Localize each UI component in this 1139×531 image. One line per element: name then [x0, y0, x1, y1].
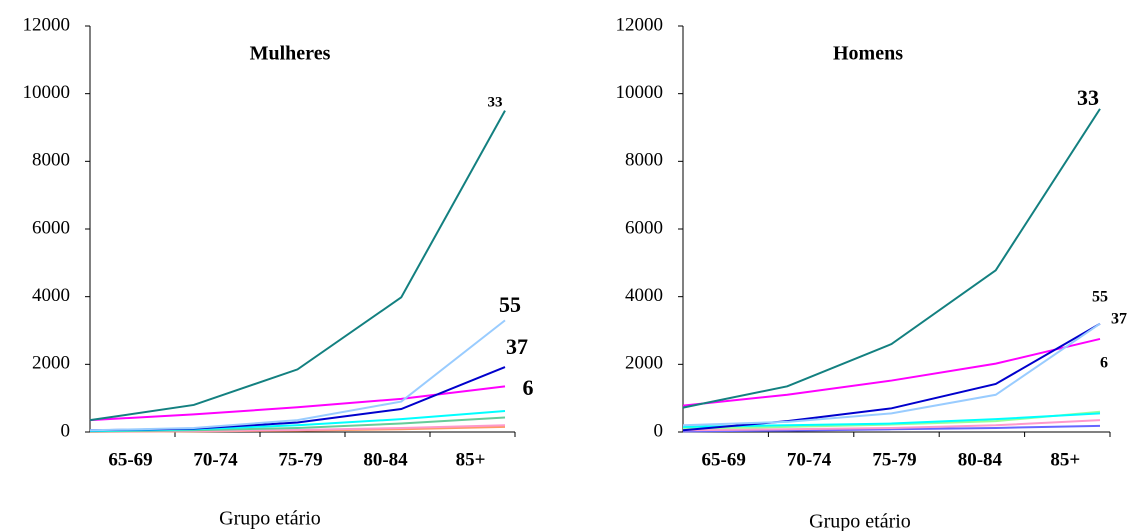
line-series [682, 424, 1101, 433]
x-axis-label: Grupo etário [809, 511, 911, 531]
y-tick-label: 12000 [23, 14, 71, 35]
y-tick-label: 0 [654, 420, 664, 441]
x-tick-label: 80-84 [363, 449, 408, 470]
line-series [682, 322, 1101, 427]
series-label: 33 [1077, 85, 1099, 110]
series-label: 6 [1100, 355, 1108, 372]
x-tick-label: 80-84 [958, 449, 1003, 470]
x-tick-label: 65-69 [702, 449, 746, 470]
series-label: 33 [488, 94, 503, 110]
x-axis-label: Grupo etário [219, 508, 321, 530]
y-tick-label: 6000 [32, 217, 70, 238]
x-tick-label: 85+ [1050, 449, 1080, 470]
y-tick-label: 8000 [32, 150, 70, 171]
y-tick-label: 10000 [23, 82, 71, 103]
series-label: 55 [499, 292, 521, 317]
x-tick-label: 85+ [456, 449, 486, 470]
y-tick-label: 6000 [625, 217, 663, 238]
x-tick-label: 75-79 [278, 449, 322, 470]
y-tick-label: 0 [61, 420, 71, 441]
series-label: 6 [523, 375, 534, 400]
x-tick-label: 70-74 [787, 449, 832, 470]
y-tick-label: 4000 [32, 285, 70, 306]
line-series [682, 419, 1101, 432]
line-series [89, 110, 506, 422]
y-tick-label: 8000 [625, 150, 663, 171]
series-label: 37 [506, 334, 528, 359]
y-tick-label: 4000 [625, 285, 663, 306]
chart-title: Mulheres [250, 43, 331, 65]
line-series [682, 412, 1101, 428]
line-series [89, 319, 506, 432]
x-tick-label: 65-69 [108, 449, 152, 470]
series-label: 55 [1092, 289, 1108, 306]
x-tick-label: 70-74 [193, 449, 238, 470]
line-series [682, 322, 1101, 432]
line-series [682, 337, 1101, 407]
y-tick-label: 12000 [616, 14, 664, 35]
series-label: 37 [1111, 311, 1127, 328]
chart-title: Homens [833, 43, 903, 65]
y-tick-label: 2000 [32, 353, 70, 374]
y-tick-label: 2000 [625, 353, 663, 374]
x-tick-label: 75-79 [872, 449, 916, 470]
line-series [682, 108, 1101, 409]
y-tick-label: 10000 [616, 82, 664, 103]
